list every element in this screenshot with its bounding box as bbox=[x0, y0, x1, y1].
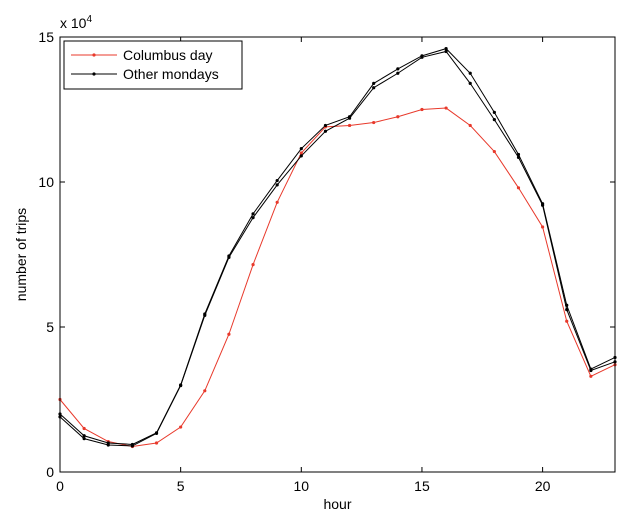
data-point bbox=[372, 86, 376, 90]
x-tick-label: 20 bbox=[535, 478, 551, 494]
series-line-2 bbox=[59, 50, 616, 447]
data-point bbox=[516, 186, 521, 190]
data-point bbox=[589, 374, 593, 378]
data-point bbox=[372, 120, 376, 125]
data-point bbox=[82, 434, 86, 438]
data-point bbox=[203, 313, 207, 317]
data-point bbox=[130, 444, 134, 448]
data-point bbox=[347, 116, 352, 120]
series-line-1 bbox=[59, 48, 616, 445]
y-tick-label: 10 bbox=[38, 174, 54, 190]
data-point bbox=[227, 332, 231, 336]
data-point bbox=[468, 71, 472, 75]
data-point bbox=[444, 47, 448, 51]
data-point bbox=[299, 151, 303, 155]
data-point bbox=[179, 425, 183, 429]
data-point bbox=[203, 389, 207, 393]
y-tick-label: 0 bbox=[46, 464, 54, 480]
data-point bbox=[251, 263, 255, 267]
plot-area bbox=[60, 37, 615, 472]
data-point bbox=[82, 437, 86, 441]
data-point bbox=[516, 152, 521, 157]
plot-frame bbox=[59, 36, 616, 473]
data-point bbox=[468, 81, 472, 85]
data-point bbox=[420, 55, 424, 59]
data-point bbox=[444, 49, 448, 54]
data-point bbox=[492, 149, 496, 154]
series-line-0 bbox=[59, 107, 616, 447]
data-point bbox=[565, 308, 569, 312]
data-point bbox=[299, 154, 303, 158]
data-point bbox=[444, 106, 448, 110]
series-markers bbox=[58, 47, 617, 449]
y-multiplier-exponent: 4 bbox=[86, 14, 92, 25]
x-tick-label: 10 bbox=[294, 478, 310, 494]
data-point bbox=[154, 441, 159, 445]
legend-marker bbox=[92, 53, 96, 57]
data-point bbox=[541, 225, 545, 229]
data-point bbox=[323, 123, 328, 128]
series-lines bbox=[59, 48, 616, 447]
data-point bbox=[492, 110, 496, 114]
y-tick-label: 5 bbox=[46, 319, 54, 335]
data-point bbox=[589, 368, 593, 373]
data-point bbox=[275, 178, 279, 183]
data-point bbox=[541, 203, 545, 207]
y-multiplier-base: x 10 bbox=[60, 15, 87, 31]
data-point bbox=[396, 67, 400, 71]
x-tick-label: 5 bbox=[177, 478, 185, 494]
legend-label: Other mondays bbox=[123, 66, 219, 82]
data-point bbox=[347, 123, 352, 128]
data-point bbox=[275, 183, 279, 187]
data-point bbox=[468, 123, 472, 128]
data-point bbox=[516, 155, 521, 159]
y-tick-label: 15 bbox=[38, 29, 54, 45]
data-point bbox=[251, 212, 255, 216]
data-point bbox=[82, 426, 86, 431]
data-point bbox=[492, 118, 496, 122]
data-point bbox=[154, 431, 159, 436]
data-point bbox=[106, 443, 110, 447]
x-tick-label: 0 bbox=[56, 478, 64, 494]
axis-ticks bbox=[59, 36, 615, 473]
data-point bbox=[323, 129, 328, 133]
data-point bbox=[299, 147, 303, 151]
data-point bbox=[372, 81, 376, 85]
legend-label: Columbus day bbox=[123, 47, 213, 63]
data-point bbox=[179, 383, 183, 388]
y-multiplier-label: x 104 bbox=[60, 14, 92, 31]
legend-box bbox=[63, 40, 243, 90]
x-axis-label: hour bbox=[323, 496, 351, 512]
data-point bbox=[565, 303, 569, 307]
data-point bbox=[275, 200, 279, 204]
axis-tick-labels: 0 5 10 15 20 0 5 10 15 bbox=[38, 29, 550, 494]
data-point bbox=[396, 71, 400, 75]
data-point bbox=[420, 107, 424, 112]
legend-marker bbox=[92, 72, 96, 76]
legend: Columbus day Other mondays bbox=[63, 40, 243, 90]
y-axis-label: number of trips bbox=[13, 208, 29, 301]
data-point bbox=[251, 216, 255, 220]
data-point bbox=[396, 115, 400, 119]
data-point bbox=[227, 255, 231, 259]
x-tick-label: 15 bbox=[414, 478, 430, 494]
data-point bbox=[565, 319, 569, 323]
